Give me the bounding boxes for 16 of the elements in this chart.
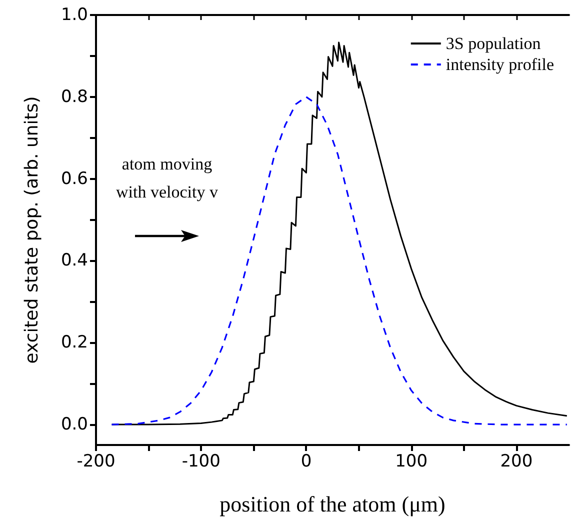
y-tick-label: 0.8 [60,86,88,107]
x-tick-label: 200 [500,452,533,472]
legend-label: intensity profile [446,55,554,74]
y-tick-label: 0.4 [60,250,88,271]
legend-label: 3S population [446,34,542,53]
x-axis-title: position of the atom (μm) [220,492,446,516]
y-tick-label: 1.0 [60,5,88,25]
y-tick-label: 0.0 [60,414,88,435]
y-axis-title: excited state pop. (arb. units) [22,96,42,364]
annotation: atom moving with velocity v [116,154,218,202]
x-tick-label: 100 [395,452,428,472]
y-tick-label: 0.6 [60,168,88,189]
x-tick-label: -200 [76,452,116,472]
x-tick-label: -100 [182,452,220,472]
y-tick-label: 0.2 [60,332,88,353]
x-tick-label: 0 [300,452,312,472]
